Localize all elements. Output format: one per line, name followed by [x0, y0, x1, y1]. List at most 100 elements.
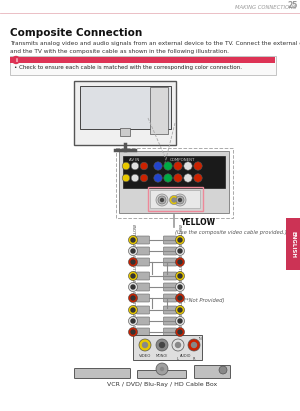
Circle shape: [178, 249, 182, 253]
Circle shape: [131, 274, 135, 278]
FancyBboxPatch shape: [74, 369, 130, 379]
Text: WHITE: WHITE: [180, 308, 184, 321]
Text: YELLOW: YELLOW: [134, 294, 138, 310]
FancyBboxPatch shape: [136, 236, 149, 244]
Text: WHITE: WHITE: [134, 274, 138, 287]
Text: (Use the composite video cable provided.): (Use the composite video cable provided.…: [175, 230, 287, 235]
Text: and the TV with the composite cable as shown in the following illustration.: and the TV with the composite cable as s…: [10, 49, 229, 54]
FancyBboxPatch shape: [164, 328, 176, 336]
Text: AV IN: AV IN: [129, 158, 139, 162]
Circle shape: [128, 305, 137, 314]
Circle shape: [178, 274, 182, 278]
Circle shape: [164, 162, 172, 170]
FancyBboxPatch shape: [150, 87, 168, 134]
Circle shape: [128, 293, 137, 302]
FancyBboxPatch shape: [133, 335, 202, 360]
Text: COMPONENT: COMPONENT: [169, 158, 195, 162]
FancyBboxPatch shape: [120, 128, 130, 136]
Circle shape: [128, 316, 137, 326]
Circle shape: [128, 328, 137, 337]
Circle shape: [128, 258, 137, 266]
Circle shape: [131, 330, 135, 334]
Text: YELLOW: YELLOW: [134, 260, 138, 276]
FancyBboxPatch shape: [80, 86, 170, 129]
Circle shape: [178, 308, 182, 312]
Circle shape: [156, 339, 168, 351]
Circle shape: [131, 296, 135, 300]
Text: i: i: [15, 58, 17, 63]
Circle shape: [172, 339, 184, 351]
Circle shape: [191, 342, 196, 347]
Text: AUDIO: AUDIO: [180, 354, 192, 358]
Circle shape: [178, 238, 182, 242]
Circle shape: [176, 236, 184, 245]
Circle shape: [128, 247, 137, 256]
Text: MONO(: MONO(: [156, 354, 168, 358]
Circle shape: [176, 247, 184, 256]
Text: YELLOW: YELLOW: [180, 217, 215, 226]
Circle shape: [122, 174, 130, 182]
Circle shape: [139, 339, 151, 351]
Circle shape: [176, 328, 184, 337]
Circle shape: [154, 162, 162, 170]
Circle shape: [178, 285, 182, 289]
FancyBboxPatch shape: [136, 258, 149, 266]
Circle shape: [160, 367, 164, 370]
Circle shape: [172, 198, 176, 202]
FancyBboxPatch shape: [136, 306, 149, 314]
Circle shape: [13, 56, 20, 64]
FancyBboxPatch shape: [194, 365, 230, 379]
Text: WHITE: WHITE: [134, 238, 138, 251]
FancyBboxPatch shape: [136, 272, 149, 280]
Circle shape: [160, 342, 164, 347]
FancyBboxPatch shape: [164, 294, 176, 302]
FancyBboxPatch shape: [136, 317, 149, 325]
Circle shape: [184, 162, 192, 170]
Text: YELLOW: YELLOW: [180, 224, 184, 240]
Text: L: L: [177, 357, 179, 361]
FancyBboxPatch shape: [136, 294, 149, 302]
FancyBboxPatch shape: [164, 258, 176, 266]
FancyBboxPatch shape: [137, 370, 187, 379]
FancyBboxPatch shape: [164, 283, 176, 291]
Text: RED: RED: [180, 254, 184, 262]
FancyBboxPatch shape: [136, 247, 149, 255]
Text: Transmits analog video and audio signals from an external device to the TV. Conn: Transmits analog video and audio signals…: [10, 41, 300, 46]
FancyBboxPatch shape: [286, 218, 300, 270]
Circle shape: [219, 366, 227, 374]
Text: YELLOW: YELLOW: [134, 224, 138, 240]
Text: YELLOW: YELLOW: [180, 294, 184, 310]
Text: (*Not Provided): (*Not Provided): [184, 298, 224, 303]
Text: WHITE: WHITE: [180, 274, 184, 287]
Circle shape: [122, 162, 130, 170]
Circle shape: [128, 282, 137, 291]
Circle shape: [142, 342, 148, 347]
Circle shape: [156, 194, 168, 206]
Circle shape: [176, 282, 184, 291]
FancyBboxPatch shape: [150, 190, 200, 208]
Circle shape: [178, 319, 182, 323]
Circle shape: [178, 260, 182, 264]
Circle shape: [178, 330, 182, 334]
Circle shape: [131, 260, 135, 264]
Circle shape: [131, 285, 135, 289]
Text: • Check to ensure each cable is matched with the corresponding color connection.: • Check to ensure each cable is matched …: [14, 65, 242, 70]
Circle shape: [131, 308, 135, 312]
Circle shape: [176, 305, 184, 314]
Text: VIDEO: VIDEO: [139, 354, 151, 358]
Circle shape: [131, 162, 139, 170]
Circle shape: [158, 196, 166, 204]
Circle shape: [174, 162, 182, 170]
Text: WHITE: WHITE: [180, 238, 184, 251]
Circle shape: [176, 196, 184, 204]
Circle shape: [128, 272, 137, 280]
Circle shape: [169, 196, 178, 205]
Text: WHITE: WHITE: [134, 308, 138, 321]
FancyBboxPatch shape: [164, 317, 176, 325]
Text: RED: RED: [134, 324, 138, 332]
Circle shape: [178, 199, 182, 201]
FancyBboxPatch shape: [164, 306, 176, 314]
Text: ENGLISH: ENGLISH: [290, 231, 296, 258]
FancyBboxPatch shape: [136, 328, 149, 336]
FancyBboxPatch shape: [164, 247, 176, 255]
